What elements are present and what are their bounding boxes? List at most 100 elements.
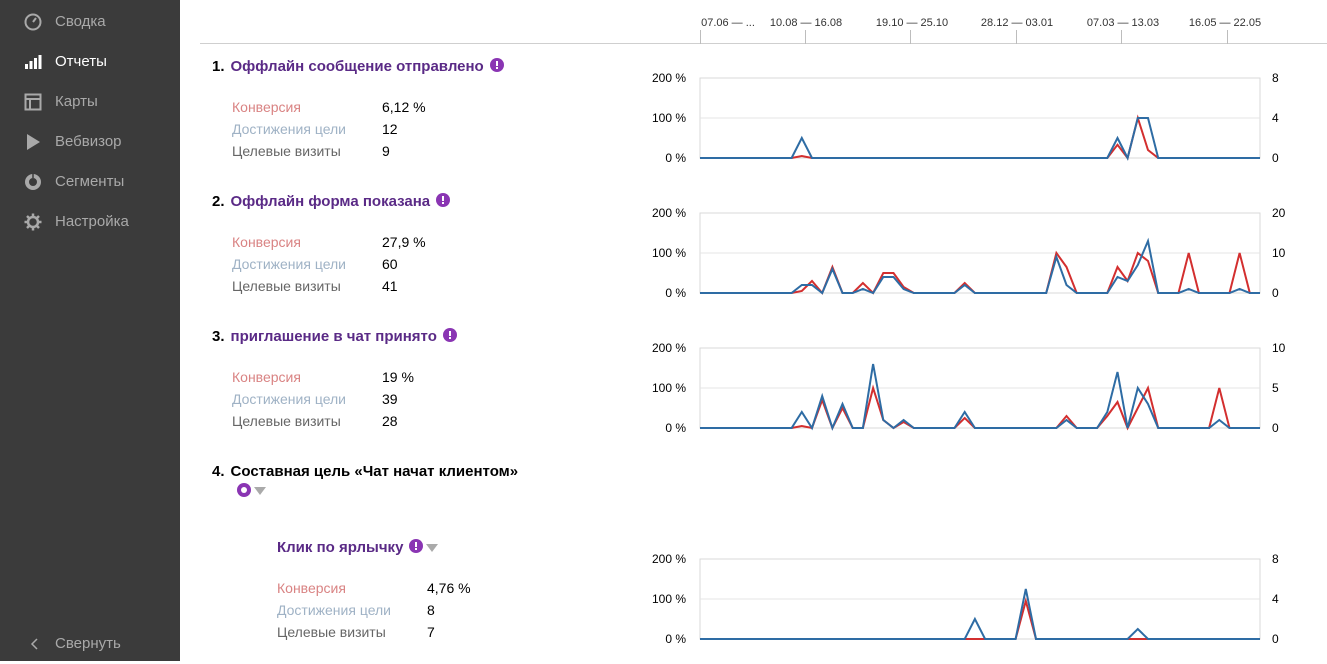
chart-svg: 0 % 100 % 200 % 0 4 8 — [652, 552, 1279, 646]
composite-goal-icon[interactable] — [237, 483, 251, 497]
goal-name-link[interactable]: Оффлайн форма показана — [230, 193, 431, 210]
goal-title: 4. Составная цель «Чат начат клиентом» — [212, 463, 518, 480]
funnel-icon[interactable] — [254, 487, 266, 495]
info-icon[interactable] — [489, 58, 504, 72]
y-left-tick-label: 100 % — [652, 381, 686, 395]
reaches-series-line — [700, 237, 1260, 295]
metric-label: Конверсия — [232, 369, 301, 385]
goal-chart[interactable]: 0 % 100 % 200 % 0 10 20 — [630, 203, 1310, 313]
goal-title: 3. приглашение в чат принято — [212, 328, 457, 345]
metric-value: 7 — [427, 624, 435, 640]
step-title: Клик по ярлычку — [277, 539, 439, 556]
y-left-tick-label: 0 % — [665, 421, 686, 435]
collapse-label: Свернуть — [55, 635, 121, 652]
y-left-tick-label: 100 % — [652, 111, 686, 125]
y-left-tick-label: 200 % — [652, 206, 686, 220]
metric-value: 4,76 % — [427, 580, 471, 596]
timeline-tick-label: 16.05 — 22.05 — [1188, 17, 1262, 29]
timeline-tick-label: 07.06 — ... — [701, 17, 755, 29]
metric-label: Достижения цели — [232, 256, 347, 272]
sidebar: Сводка Отчеты Карты Вебвизор Сегменты — [0, 0, 180, 661]
conversion-series-line — [700, 597, 1260, 640]
collapse-sidebar-button[interactable]: Свернуть — [0, 624, 180, 664]
metric-label: Целевые визиты — [232, 143, 341, 159]
goal-number: 2. — [212, 193, 225, 210]
y-right-tick-label: 8 — [1272, 552, 1279, 566]
conversion-series-line — [700, 114, 1260, 161]
metric-label: Конверсия — [232, 234, 301, 250]
metric-value: 60 — [382, 256, 398, 272]
y-left-tick-label: 200 % — [652, 341, 686, 355]
y-right-tick-label: 5 — [1272, 381, 1279, 395]
y-left-tick-label: 200 % — [652, 552, 686, 566]
sidebar-item-label: Вебвизор — [55, 133, 122, 150]
sidebar-item-summary[interactable]: Сводка — [0, 2, 180, 42]
metric-value: 12 — [382, 121, 398, 137]
metric-label: Целевые визиты — [277, 624, 386, 640]
y-left-tick-label: 100 % — [652, 592, 686, 606]
timeline-tick-label: 07.03 — 13.03 — [1086, 17, 1160, 29]
metric-label: Конверсия — [277, 580, 346, 596]
sidebar-item-label: Настройка — [55, 213, 129, 230]
step-name-link[interactable]: Клик по ярлычку — [277, 539, 404, 556]
metric-value: 19 % — [382, 369, 414, 385]
metric-label: Конверсия — [232, 99, 301, 115]
goal-name-link[interactable]: приглашение в чат принято — [230, 328, 437, 345]
y-right-tick-label: 4 — [1272, 592, 1279, 606]
timeline-header: 07.06 — ... 10.08 — 16.08 19.10 — 25.10 … — [200, 0, 1327, 44]
reaches-series-line — [700, 363, 1260, 431]
goal-chart[interactable]: 0 % 100 % 200 % 0 4 8 — [630, 549, 1310, 659]
layout-map-icon — [24, 93, 42, 111]
sidebar-item-webvisor[interactable]: Вебвизор — [0, 122, 180, 162]
metric-value: 39 — [382, 391, 398, 407]
y-left-tick-label: 0 % — [665, 286, 686, 300]
sidebar-item-label: Отчеты — [55, 53, 107, 70]
y-right-tick-label: 10 — [1272, 341, 1286, 355]
y-left-tick-label: 0 % — [665, 632, 686, 646]
metric-value: 8 — [427, 602, 435, 618]
goal-chart[interactable]: 0 % 100 % 200 % 0 5 10 — [630, 338, 1310, 448]
play-icon — [27, 134, 40, 150]
metric-value: 27,9 % — [382, 234, 426, 250]
goal-name-link[interactable]: Оффлайн сообщение отправлено — [230, 58, 484, 75]
info-icon[interactable] — [409, 539, 424, 553]
y-right-tick-label: 10 — [1272, 246, 1286, 260]
goal-number: 4. — [212, 463, 225, 480]
sidebar-item-label: Сегменты — [55, 173, 125, 190]
y-right-tick-label: 20 — [1272, 206, 1286, 220]
donut-icon — [25, 174, 41, 190]
metric-value: 9 — [382, 143, 390, 159]
sidebar-item-maps[interactable]: Карты — [0, 82, 180, 122]
y-left-tick-label: 100 % — [652, 246, 686, 260]
info-icon[interactable] — [442, 328, 457, 342]
info-icon[interactable] — [436, 193, 451, 207]
y-right-tick-label: 8 — [1272, 71, 1279, 85]
timeline-tick-label: 28.12 — 03.01 — [980, 17, 1054, 29]
timeline-tick — [1121, 30, 1122, 44]
reaches-series-line — [700, 588, 1260, 640]
metric-value: 41 — [382, 278, 398, 294]
metric-label: Достижения цели — [232, 391, 347, 407]
reaches-series-line — [700, 117, 1260, 161]
conversion-series-line — [700, 384, 1260, 431]
goal-number: 3. — [212, 328, 225, 345]
chevron-left-icon — [30, 638, 38, 650]
sidebar-item-settings[interactable]: Настройка — [0, 202, 180, 242]
sidebar-item-label: Сводка — [55, 13, 106, 30]
funnel-icon[interactable] — [426, 544, 439, 552]
sidebar-item-label: Карты — [55, 93, 98, 110]
y-right-tick-label: 0 — [1272, 632, 1279, 646]
sidebar-item-segments[interactable]: Сегменты — [0, 162, 180, 202]
gauge-icon — [24, 13, 42, 31]
metric-value: 6,12 % — [382, 99, 426, 115]
goal-title: 1. Оффлайн сообщение отправлено — [212, 58, 504, 75]
sidebar-item-reports[interactable]: Отчеты — [0, 42, 180, 82]
composite-goal-icons — [237, 482, 266, 500]
goal-title: 2. Оффлайн форма показана — [212, 193, 451, 210]
metric-value: 28 — [382, 413, 398, 429]
gear-icon — [24, 213, 42, 231]
goal-chart[interactable]: 0 % 100 % 200 % 0 4 8 — [630, 68, 1310, 178]
y-right-tick-label: 0 — [1272, 151, 1279, 165]
chart-svg: 0 % 100 % 200 % 0 5 10 — [652, 341, 1286, 435]
conversion-series-line — [700, 250, 1260, 295]
